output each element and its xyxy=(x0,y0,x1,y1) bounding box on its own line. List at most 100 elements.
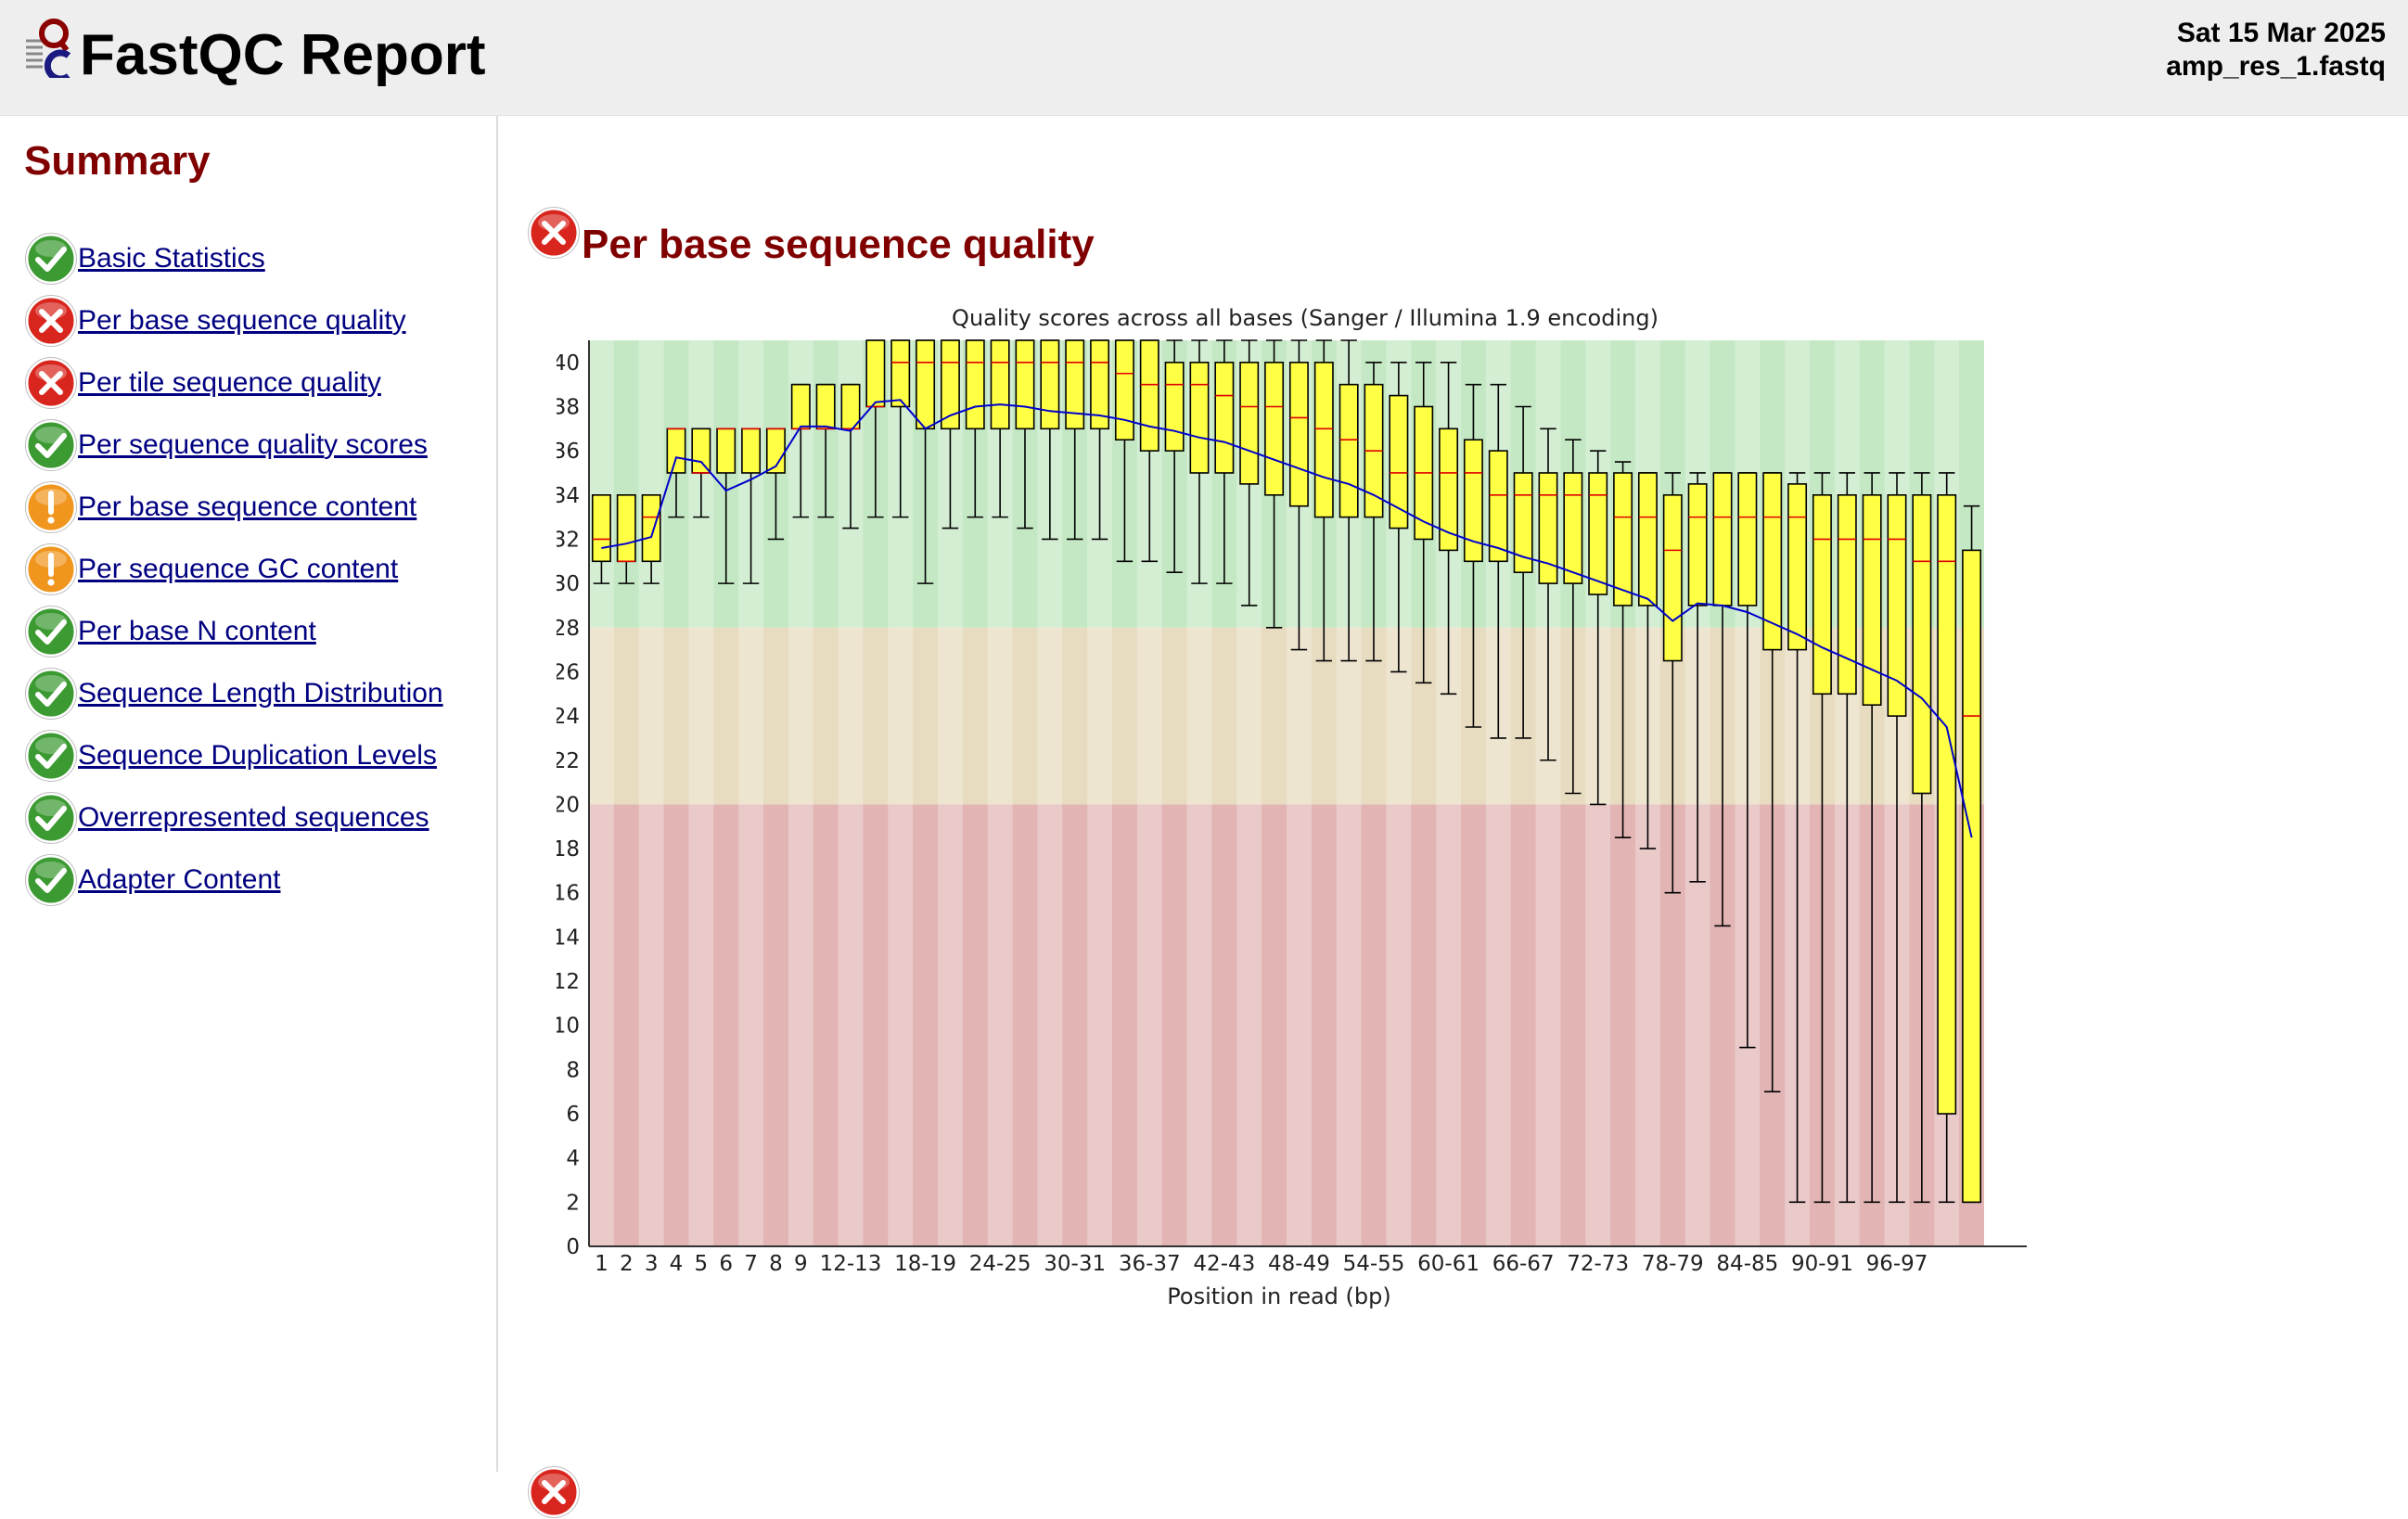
box-bin-9 xyxy=(790,383,811,518)
fail-status-icon xyxy=(25,356,77,409)
box-bin-28-29 xyxy=(1040,339,1060,541)
box-bin-44-45 xyxy=(1239,339,1260,606)
box-bin-74-75 xyxy=(1613,461,1633,838)
x-tick-label: 24-25 xyxy=(969,1252,1031,1276)
quartile-box xyxy=(1538,472,1558,584)
summary-title: Summary xyxy=(24,138,211,184)
box-bin-38-39 xyxy=(1164,339,1185,574)
quality-zone-bad xyxy=(589,804,1984,1246)
quartile-box xyxy=(790,383,811,430)
y-tick-label: 38 xyxy=(557,395,580,419)
module-link[interactable]: Basic Statistics xyxy=(78,242,265,274)
y-tick-label: 34 xyxy=(557,484,580,508)
y-tick-label: 6 xyxy=(566,1103,580,1127)
y-tick-label: 12 xyxy=(557,970,580,994)
module-item: Per sequence GC content xyxy=(24,538,443,600)
module-link[interactable]: Per base sequence content xyxy=(78,491,417,522)
box-bin-54-55 xyxy=(1364,362,1384,662)
quartile-box xyxy=(1787,483,1808,651)
box-bin-98-99 xyxy=(1912,472,1932,1204)
box-bin-80-81 xyxy=(1687,472,1708,883)
box-bin-62-63 xyxy=(1463,383,1483,728)
y-tick-label: 14 xyxy=(557,925,580,950)
box-bin-46-47 xyxy=(1264,339,1285,629)
box-bin-12-13 xyxy=(840,383,861,530)
box-bin-42-43 xyxy=(1214,339,1235,584)
quartile-box xyxy=(1338,383,1359,518)
x-tick-label: 2 xyxy=(620,1252,634,1276)
module-link[interactable]: Per sequence quality scores xyxy=(78,428,428,460)
quartile-box xyxy=(1912,494,1932,795)
module-link[interactable]: Per base N content xyxy=(78,615,316,646)
y-tick-label: 0 xyxy=(566,1235,580,1259)
module-link[interactable]: Per tile sequence quality xyxy=(78,366,381,398)
quartile-box xyxy=(1662,494,1683,662)
x-tick-label: 18-19 xyxy=(894,1252,956,1276)
x-tick-label: 4 xyxy=(670,1252,684,1276)
box-bin-6 xyxy=(716,428,736,584)
quartile-box xyxy=(916,339,936,430)
bin-stripe xyxy=(589,340,614,1246)
box-bin-30-31 xyxy=(1065,339,1085,541)
box-bin-34-35 xyxy=(1114,339,1134,563)
quartile-box xyxy=(1164,362,1185,452)
box-bin-16-17 xyxy=(890,339,911,518)
y-tick-label: 10 xyxy=(557,1015,580,1039)
module-item: Per tile sequence quality xyxy=(24,351,443,414)
module-link[interactable]: Overrepresented sequences xyxy=(78,801,429,833)
quartile-box xyxy=(716,428,736,474)
module-link[interactable]: Adapter Content xyxy=(78,863,281,895)
quartile-box xyxy=(1937,494,1957,1115)
warn-status-icon xyxy=(25,480,77,533)
report-title: FastQC Report xyxy=(80,23,486,87)
fail-status-icon xyxy=(528,207,580,259)
y-tick-label: 40 xyxy=(557,351,580,376)
box-bin-68-69 xyxy=(1538,428,1558,761)
quartile-box xyxy=(1637,472,1658,606)
section-title: Per base sequence quality xyxy=(582,222,1095,267)
y-tick-label: 4 xyxy=(566,1147,580,1171)
module-link[interactable]: Per base sequence quality xyxy=(78,304,406,336)
module-item: Per base sequence quality xyxy=(24,289,443,351)
box-bin-10-11 xyxy=(815,383,836,518)
quartile-box xyxy=(1189,362,1210,474)
quartile-box xyxy=(1065,339,1085,430)
module-link[interactable]: Sequence Duplication Levels xyxy=(78,739,437,771)
per-base-quality-chart: Quality scores across all bases (Sanger … xyxy=(557,305,2027,1309)
quartile-box xyxy=(1563,472,1583,584)
quartile-box xyxy=(691,428,711,474)
quartile-box xyxy=(1862,494,1882,706)
report-header: FastQC Report Sat 15 Mar 2025 amp_res_1.… xyxy=(0,0,2408,116)
quartile-box xyxy=(990,339,1010,430)
quartile-box xyxy=(1114,339,1134,441)
x-tick-label: 84-85 xyxy=(1716,1252,1778,1276)
chart-title: Quality scores across all bases (Sanger … xyxy=(952,305,1659,331)
report-date: Sat 15 Mar 2025 xyxy=(2176,18,2386,48)
pass-status-icon xyxy=(25,791,77,844)
module-link[interactable]: Sequence Length Distribution xyxy=(78,677,443,708)
box-bin-70-71 xyxy=(1563,439,1583,795)
module-item: Per base sequence content xyxy=(24,476,443,538)
quartile-box xyxy=(840,383,861,430)
box-bin-40-41 xyxy=(1189,339,1210,584)
main-content: Per base sequence quality Quality scores… xyxy=(498,116,2408,1518)
y-tick-label: 20 xyxy=(557,793,580,817)
quartile-box xyxy=(1488,450,1508,563)
quartile-box xyxy=(1812,494,1832,696)
box-bin-36-37 xyxy=(1139,339,1159,563)
quartile-box xyxy=(1439,428,1459,552)
quartile-box xyxy=(641,494,661,563)
y-tick-label: 28 xyxy=(557,617,580,641)
module-link[interactable]: Per sequence GC content xyxy=(78,553,399,584)
module-item: Adapter Content xyxy=(24,849,443,911)
module-list: Basic Statistics Per base sequence qualit… xyxy=(24,227,443,911)
quartile-box xyxy=(865,339,886,408)
fail-status-icon xyxy=(528,1466,580,1518)
x-tick-label: 7 xyxy=(744,1252,758,1276)
quartile-box xyxy=(741,428,762,474)
quartile-box xyxy=(1040,339,1060,430)
box-bin-52-53 xyxy=(1338,339,1359,662)
x-tick-label: 6 xyxy=(719,1252,733,1276)
quartile-box xyxy=(1737,472,1758,606)
pass-status-icon xyxy=(25,667,77,720)
